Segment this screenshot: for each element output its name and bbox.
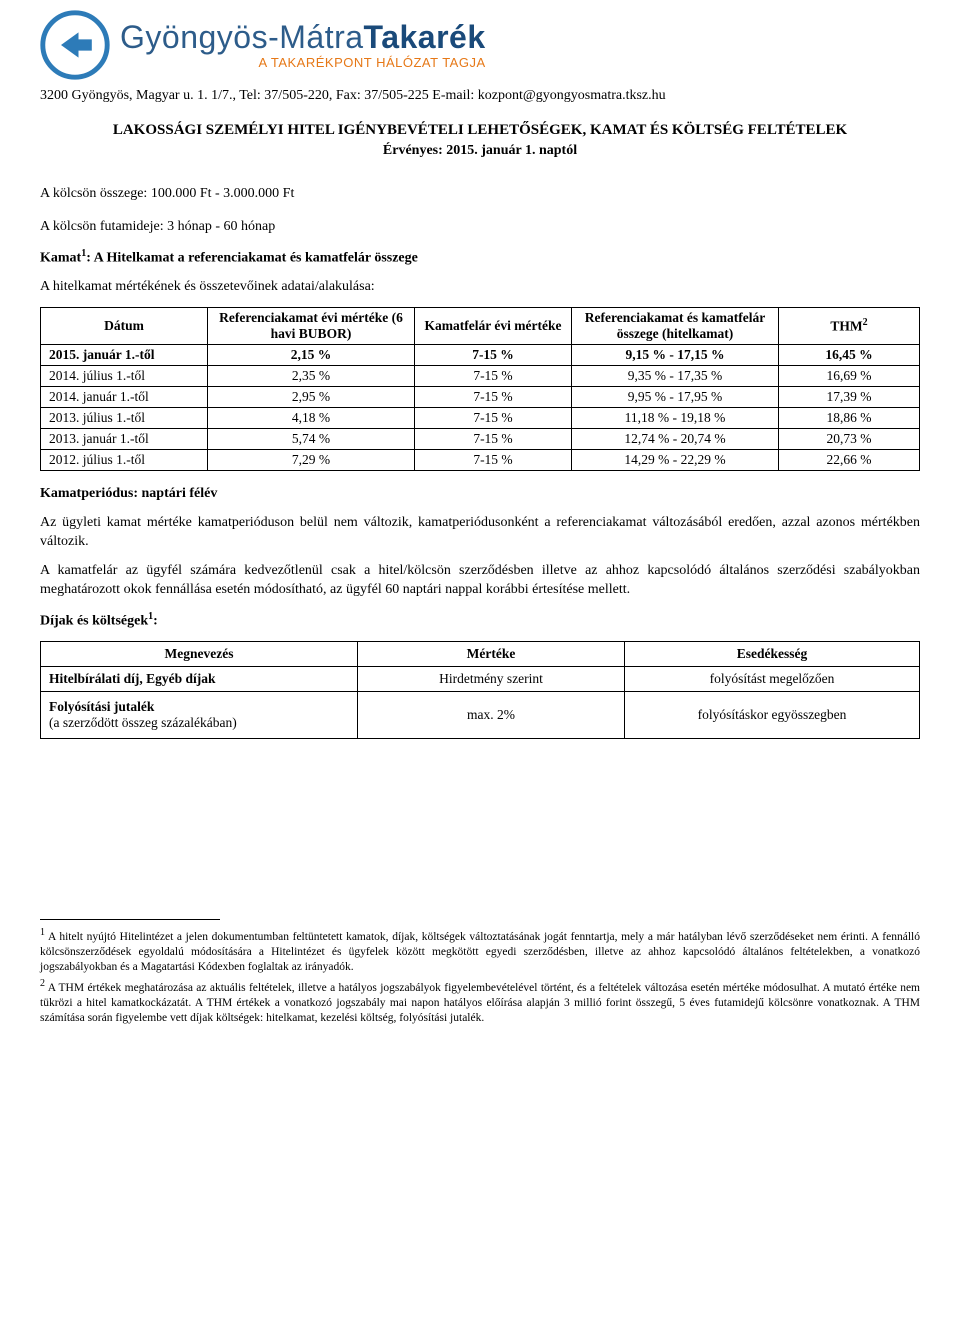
table-cell: 7-15 % [415,366,572,387]
table-cell: 18,86 % [779,408,920,429]
table-cell: 16,45 % [779,345,920,366]
table-row: 2015. január 1.-től2,15 %7-15 %9,15 % - … [41,345,920,366]
table-cell: 17,39 % [779,387,920,408]
table-cell: 7-15 % [415,387,572,408]
table-cell: 12,74 % - 20,74 % [572,429,779,450]
document-title: LAKOSSÁGI SZEMÉLYI HITEL IGÉNYBEVÉTELI L… [40,122,920,139]
table-cell: 22,66 % [779,450,920,471]
document-subtitle: Érvényes: 2015. január 1. naptól [40,143,920,159]
fees-h2: Mértéke [358,642,625,667]
rates-h1: Dátum [41,308,208,345]
body-para-1: Az ügyleti kamat mértéke kamatperióduson… [40,514,920,552]
fees-r2c2: max. 2% [358,692,625,739]
table-row: 2014. július 1.-től2,35 %7-15 %9,35 % - … [41,366,920,387]
table-row: 2012. július 1.-től7,29 %7-15 %14,29 % -… [41,450,920,471]
table-row: 2014. január 1.-től2,95 %7-15 %9,95 % - … [41,387,920,408]
loan-term: A kölcsön futamideje: 3 hónap - 60 hónap [40,218,920,237]
rates-h3: Kamatfelár évi mértéke [415,308,572,345]
logo-area: Gyöngyös-MátraTakarék A TAKARÉKPONT HÁLÓ… [40,10,920,80]
table-row: 2013. január 1.-től5,74 %7-15 %12,74 % -… [41,429,920,450]
rates-h2: Referenciakamat évi mértéke (6 havi BUBO… [208,308,415,345]
table-cell: 7-15 % [415,450,572,471]
table-cell: 7-15 % [415,429,572,450]
table-cell: 2,95 % [208,387,415,408]
fees-r1c1: Hitelbírálati díj, Egyéb díjak [41,667,358,692]
table-cell: 2013. július 1.-től [41,408,208,429]
rates-h5: THM2 [779,308,920,345]
table-cell: 2014. július 1.-től [41,366,208,387]
period-label: Kamatperiódus: naptári félév [40,485,920,504]
body-para-2: A kamatfelár az ügyfél számára kedvezőtl… [40,562,920,600]
table-cell: 2015. január 1.-től [41,345,208,366]
table-cell: 2012. július 1.-től [41,450,208,471]
fees-h1: Megnevezés [41,642,358,667]
logo-icon [40,10,110,80]
table-cell: 9,15 % - 17,15 % [572,345,779,366]
fees-r1c3: folyósítást megelőzően [625,667,920,692]
fees-r2c3: folyósításkor egyösszegben [625,692,920,739]
table-cell: 7-15 % [415,408,572,429]
table-cell: 2,15 % [208,345,415,366]
fees-r2c1: Folyósítási jutalék (a szerződött összeg… [41,692,358,739]
rates-h4: Referenciakamat és kamatfelár összege (h… [572,308,779,345]
table-cell: 9,95 % - 17,95 % [572,387,779,408]
table-cell: 11,18 % - 19,18 % [572,408,779,429]
table-cell: 7-15 % [415,345,572,366]
table-cell: 2,35 % [208,366,415,387]
fees-r1c2: Hirdetmény szerint [358,667,625,692]
logo-main-text: Gyöngyös-MátraTakarék [120,21,486,53]
rates-table: Dátum Referenciakamat évi mértéke (6 hav… [40,307,920,471]
table-cell: 9,35 % - 17,35 % [572,366,779,387]
logo-sub-text: A TAKARÉKPONT HÁLÓZAT TAGJA [120,55,486,70]
footnote-separator [40,919,220,920]
fees-h3: Esedékesség [625,642,920,667]
table-cell: 4,18 % [208,408,415,429]
table-cell: 20,73 % [779,429,920,450]
table-row: 2013. július 1.-től4,18 %7-15 %11,18 % -… [41,408,920,429]
footnote-1: 1 A hitelt nyújtó Hitelintézet a jelen d… [40,926,920,975]
table-cell: 7,29 % [208,450,415,471]
loan-amount: A kölcsön összege: 100.000 Ft - 3.000.00… [40,185,920,204]
components-label: A hitelkamat mértékének és összetevőinek… [40,278,920,297]
table-cell: 5,74 % [208,429,415,450]
table-cell: 14,29 % - 22,29 % [572,450,779,471]
contact-line: 3200 Gyöngyös, Magyar u. 1. 1/7., Tel: 3… [40,88,920,104]
table-cell: 2014. január 1.-től [41,387,208,408]
table-cell: 2013. január 1.-től [41,429,208,450]
kamat-line: Kamat1: A Hitelkamat a referenciakamat é… [40,247,920,269]
table-cell: 16,69 % [779,366,920,387]
fees-table: Megnevezés Mértéke Esedékesség Hitelbírá… [40,641,920,739]
fees-title: Díjak és költségek1: [40,610,920,632]
footnote-2: 2 A THM értékek meghatározása az aktuáli… [40,977,920,1026]
